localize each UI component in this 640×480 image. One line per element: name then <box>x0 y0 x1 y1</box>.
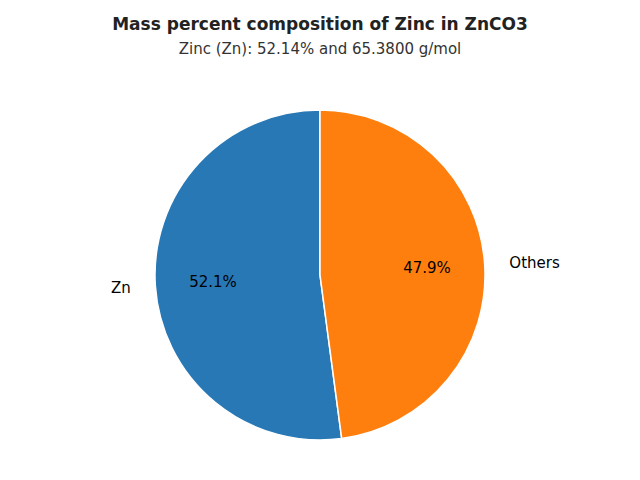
chart-subtitle: Zinc (Zn): 52.14% and 65.3800 g/mol <box>179 40 462 58</box>
category-label: Others <box>509 254 560 272</box>
chart-svg: Mass percent composition of Zinc in ZnCO… <box>0 0 640 480</box>
pie-texts: Zn Others 52.1% 47.9% <box>111 254 560 297</box>
data-label: 47.9% <box>403 259 451 277</box>
pie-group <box>155 110 485 440</box>
chart-container: Mass percent composition of Zinc in ZnCO… <box>0 0 640 480</box>
pie-slice <box>320 110 485 439</box>
pie-slice <box>155 110 342 440</box>
chart-title: Mass percent composition of Zinc in ZnCO… <box>112 14 528 34</box>
category-label: Zn <box>111 279 131 297</box>
data-label: 52.1% <box>189 273 237 291</box>
